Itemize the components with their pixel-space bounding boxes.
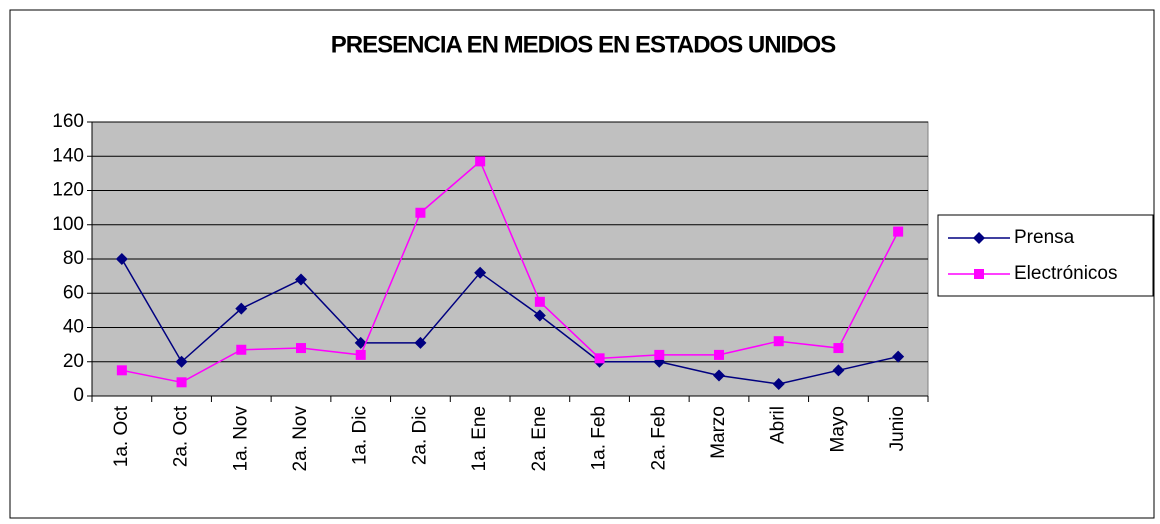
y-tick-label: 0 [73,385,84,406]
series-line [121,258,899,385]
point [116,365,127,376]
x-tick-label: 2a. Nov [290,406,311,472]
x-tick-label: 1a. Dic [350,406,371,465]
point [475,156,486,167]
legend-marker [973,232,985,244]
point [772,378,785,391]
x-tick-label: 1a. Oct [111,405,132,467]
x-tick-label: 2a. Dic [409,406,430,465]
point [355,349,366,360]
x-tick-label: 1a. Feb [589,406,610,470]
x-tick-label: Marzo [708,406,729,459]
y-tick-label: 120 [52,180,84,201]
point [474,266,487,279]
legend [937,214,1154,297]
point [235,302,248,315]
point [892,350,905,363]
x-tick-label: Mayo [827,406,848,452]
point [415,207,426,218]
x-tick-label: 2a. Oct [171,405,192,467]
point [833,343,844,354]
point [893,226,904,237]
x-tick-label: 1a. Nov [230,406,251,472]
point [773,336,784,347]
legend-marker [974,269,984,279]
point [296,343,306,354]
point [533,309,546,322]
y-tick-label: 160 [52,111,84,132]
point [115,253,128,265]
point [832,364,845,377]
point [654,349,665,360]
point [175,355,188,368]
x-tick-label: Abril [768,406,789,444]
point [714,349,724,360]
legend-label: Prensa [1014,227,1075,248]
x-tick-label: 2a. Ene [529,406,550,472]
x-tick-label: Junio [887,406,908,451]
series-line [121,160,899,384]
point [176,377,187,388]
y-tick-label: 20 [63,351,84,372]
x-tick-label: 1a. Ene [469,406,490,472]
y-tick-label: 140 [52,145,84,166]
y-tick-label: 100 [52,214,84,235]
point [414,336,427,349]
y-tick-label: 60 [63,282,84,303]
point [534,296,545,307]
y-tick-label: 40 [63,317,84,338]
chart-title: PRESENCIA EN MEDIOS EN ESTADOS UNIDOS [331,31,836,58]
point [236,344,247,355]
legend-label: Electrónicos [1014,263,1118,284]
point [713,369,725,382]
x-tick-label: 2a. Feb [648,406,669,470]
point [295,273,307,286]
y-tick-label: 80 [63,248,84,269]
point [594,353,605,364]
